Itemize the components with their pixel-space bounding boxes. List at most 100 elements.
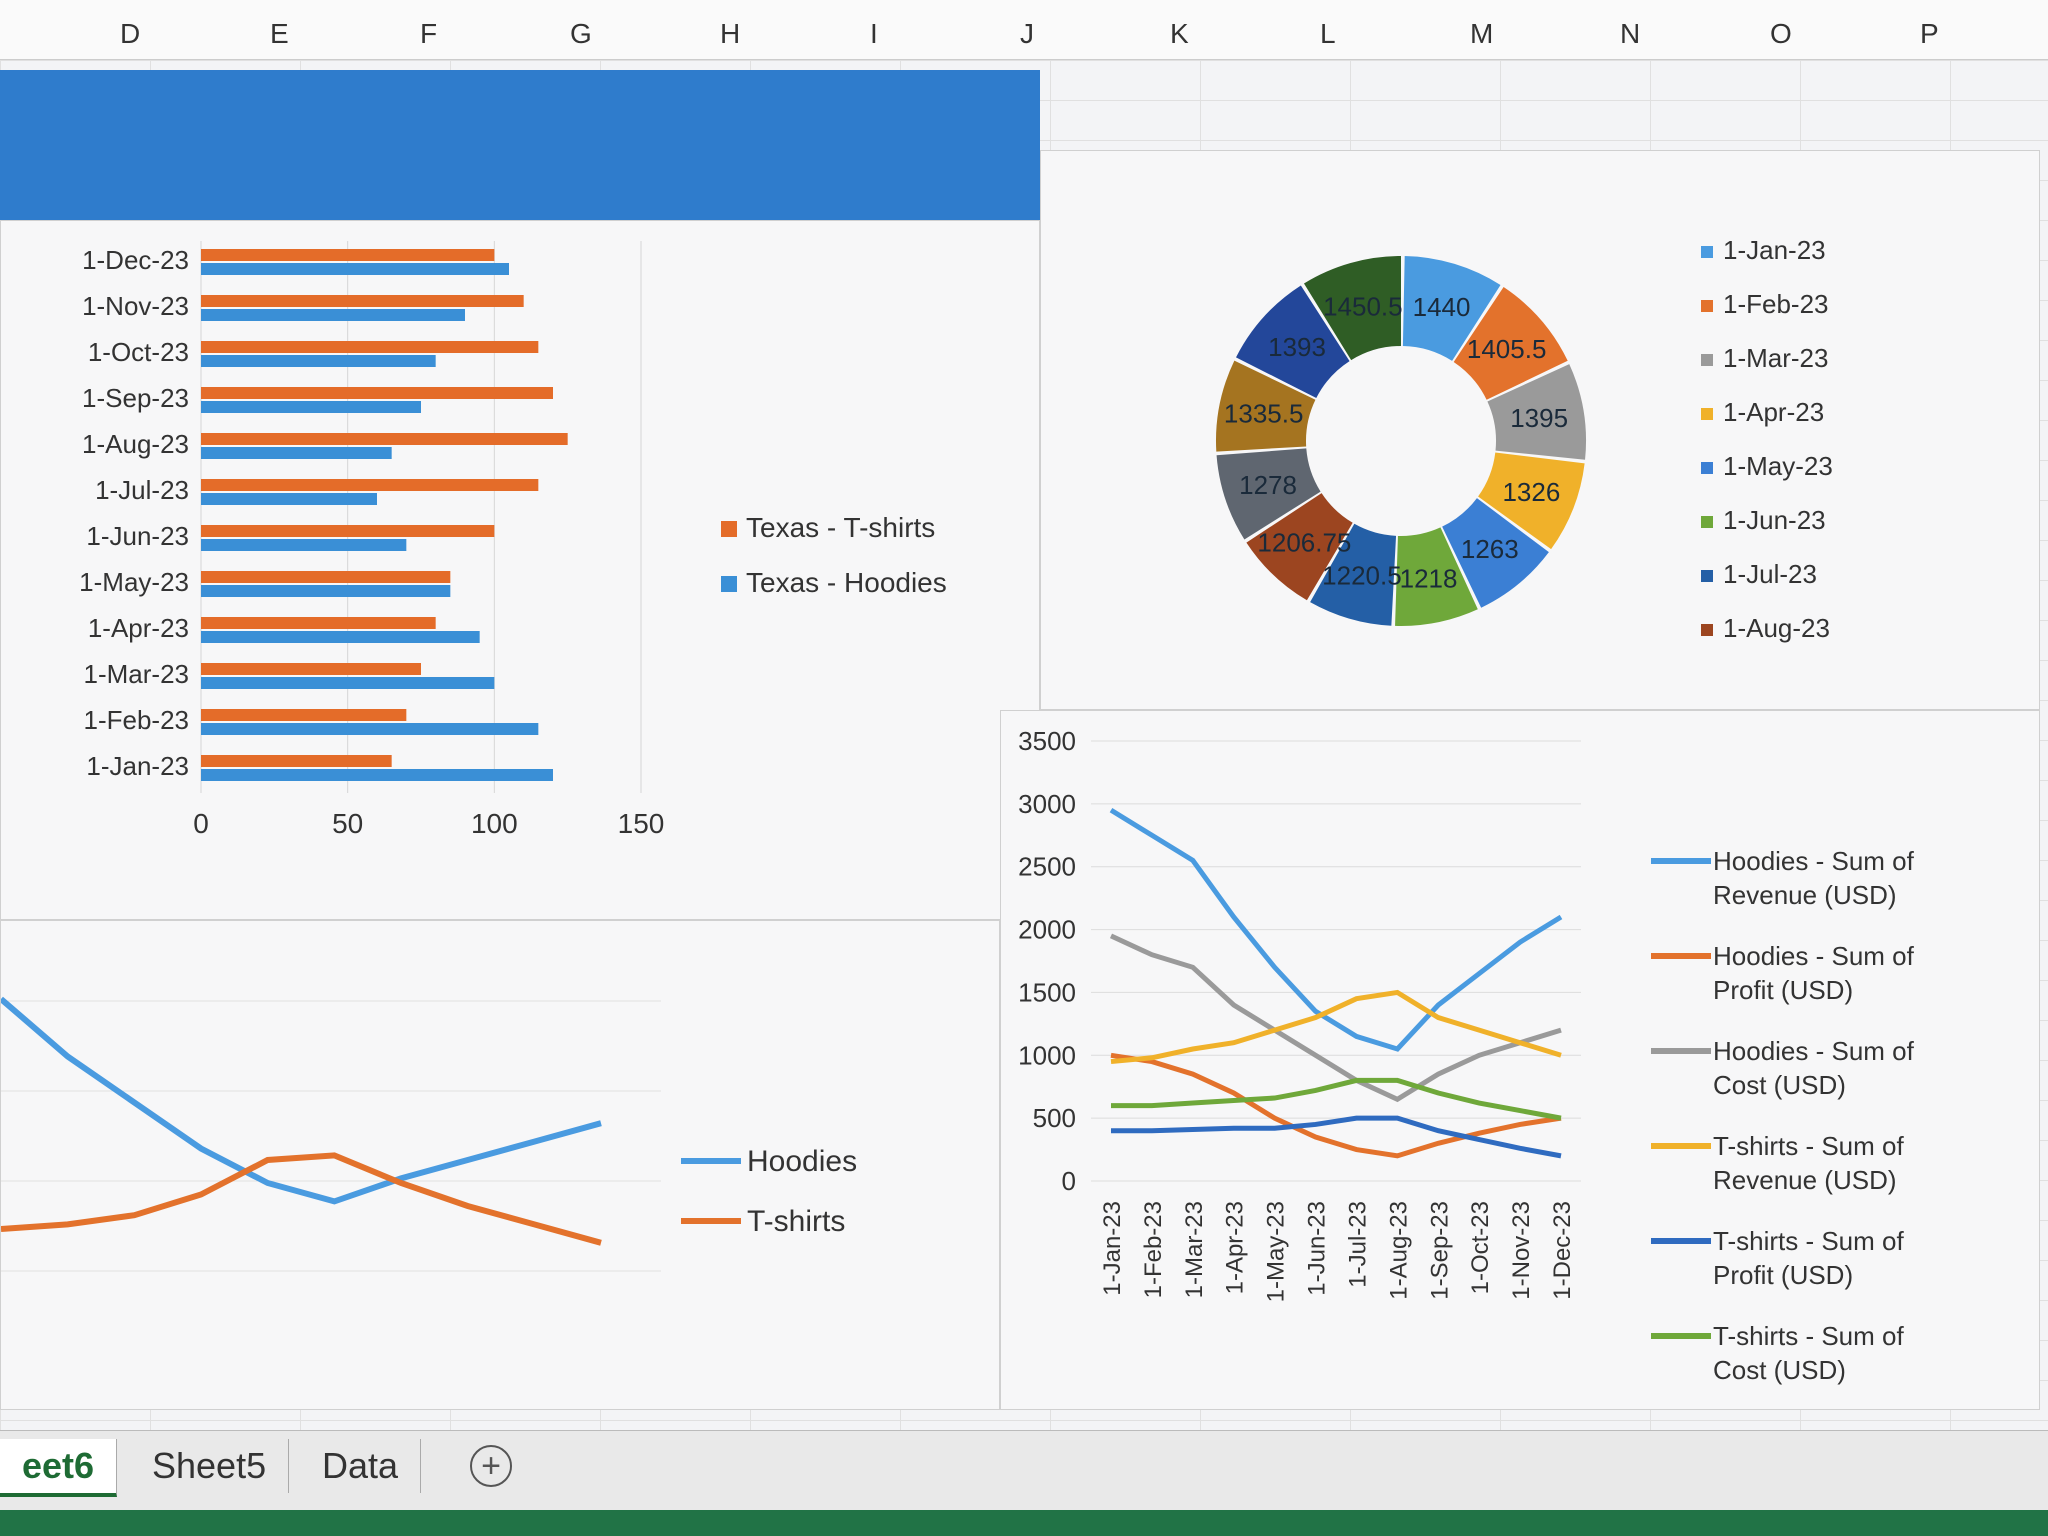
bar-texas-t-shirts [201,433,568,445]
x-tick-label: 1-Sep-23 [1426,1201,1453,1300]
legend-label: T-shirts - Sum of Revenue (USD) [1713,1131,1904,1195]
legend-label: Texas - Hoodies [746,567,947,598]
column-header-P[interactable]: P [1920,18,1939,49]
column-header-D[interactable]: D [120,18,141,49]
data-label: 1335.5 [1224,399,1304,429]
column-header-J[interactable]: J [1020,18,1034,49]
bar-texas-t-shirts [201,755,392,767]
legend-label: 1-Feb-23 [1723,289,1829,319]
column-header-G[interactable]: G [570,18,592,49]
y-tick-label: 1000 [1018,1040,1076,1070]
legend-label: Hoodies - Sum of Cost (USD) [1713,1036,1915,1100]
x-tick-label: 0 [193,808,209,839]
column-header-L[interactable]: L [1320,18,1336,49]
column-header-I[interactable]: I [870,18,878,49]
bar-texas-t-shirts [201,341,539,353]
legend-swatch [1701,354,1713,366]
y-tick-label: 500 [1033,1103,1076,1133]
legend-label: 1-Apr-23 [1723,397,1824,427]
data-label: 1326 [1502,477,1560,507]
small-line-chart: Hoodies T-shirts [1,996,857,1272]
y-tick-label: 1-Feb-23 [84,705,190,735]
column-header-N[interactable]: N [1620,18,1641,49]
x-tick-label: 1-Jan-23 [1099,1201,1126,1296]
y-tick-label: 2500 [1018,852,1076,882]
legend-swatch [721,521,737,537]
column-header-M[interactable]: M [1470,18,1494,49]
x-tick-label: 150 [618,808,665,839]
donut-slice [1487,364,1586,460]
y-tick-label: 1-Apr-23 [88,613,189,643]
line-t-shirts-sum-of-profit-usd- [1111,1115,1562,1159]
donut-chart-panel[interactable]: 1440 1405.5 1395 1326 1263 1218 1220.5 1206.75 1… [1040,150,2040,710]
legend-label: T-shirts [747,1205,845,1238]
column-header-O[interactable]: O [1770,18,1792,49]
column-header-F[interactable]: F [420,18,438,49]
tab-sheet6[interactable]: eet6 [0,1439,118,1497]
data-label: 1450.5 [1323,291,1403,321]
sheet-tabs-bar: eet6 Sheet5 Data + [0,1430,2048,1510]
tab-sheet5[interactable]: Sheet5 [130,1439,290,1493]
y-tick-label: 1-Jun-23 [86,521,189,551]
data-label: 1206.75 [1257,527,1351,557]
legend-swatch [1701,246,1713,258]
bar-texas-hoodies [201,769,553,781]
data-label: 1395 [1510,403,1568,433]
legend-label: 1-Jan-23 [1723,235,1826,265]
bar-texas-hoodies [201,355,436,367]
data-label: 1393 [1268,332,1326,362]
x-tick-label: 1-Feb-23 [1140,1201,1167,1298]
y-tick-label: 1-Nov-23 [82,291,189,321]
data-label: 1263 [1461,534,1519,564]
bar-texas-hoodies [201,585,451,597]
donut-slice [1216,448,1321,540]
line-hoodies [1,996,602,1205]
legend-label: Hoodies - Sum of Revenue (USD) [1713,846,1915,910]
legend-label: Hoodies [747,1145,857,1178]
line-chart-panel[interactable]: 0 500 1000 1500 2000 2500 3000 3500 1-Jan-23 1-Fe… [1000,710,2040,1410]
legend-swatch [1701,462,1713,474]
line-hoodies-sum-of-cost-usd- [1109,933,1562,1103]
bar-texas-hoodies [201,723,539,735]
bar-texas-t-shirts [201,709,407,721]
legend-swatch [1701,516,1713,528]
x-tick-label: 1-Aug-23 [1385,1201,1412,1300]
donut-slice [1395,527,1478,626]
bar-texas-t-shirts [201,525,495,537]
plus-circle-icon[interactable]: + [470,1445,512,1487]
y-tick-label: 1-Aug-23 [82,429,189,459]
x-tick-label: 1-Dec-23 [1549,1201,1576,1300]
donut-slice [1310,523,1397,626]
donut-slice [1216,360,1316,452]
line-chart: 0 500 1000 1500 2000 2500 3000 3500 1-Jan-23 1-Fe… [1018,726,1915,1385]
header-band [0,70,1040,220]
bar-texas-t-shirts [201,571,451,583]
donut-slice [1478,452,1585,550]
line-t-shirts-sum-of-revenue-usd- [1110,989,1562,1065]
small-line-chart-panel[interactable]: Hoodies T-shirts [0,920,1000,1410]
x-tick-label: 1-Nov-23 [1508,1201,1535,1300]
bar-chart: 0 50 100 150 1-Jan-23 1-Feb-23 1-Mar-23 1-Apr-2… [79,241,947,839]
tab-data[interactable]: Data [300,1439,422,1493]
legend-swatch [1701,624,1713,636]
legend-label: 1-Jul-23 [1723,559,1817,589]
column-header-K[interactable]: K [1170,18,1189,49]
column-header-H[interactable]: H [720,18,741,49]
x-tick-label: 1-Mar-23 [1181,1201,1208,1298]
data-label: 1220.5 [1322,560,1402,590]
bar-texas-hoodies [201,677,495,689]
y-tick-label: 1-Mar-23 [84,659,189,689]
legend-label: T-shirts - Sum of Cost (USD) [1713,1321,1904,1385]
bar-texas-hoodies [201,447,392,459]
legend-label: 1-May-23 [1723,451,1833,481]
donut-slice [1303,256,1401,361]
legend-swatch [721,576,737,592]
y-tick-label: 1-Sep-23 [82,383,189,413]
column-header-E[interactable]: E [270,18,289,49]
bar-chart-panel[interactable]: 0 50 100 150 1-Jan-23 1-Feb-23 1-Mar-23 1-Apr-2… [0,220,1040,920]
column-headers: D E F G H I J K L M N O P [0,0,2048,60]
donut-slice [1402,256,1501,361]
bar-texas-t-shirts [201,663,421,675]
